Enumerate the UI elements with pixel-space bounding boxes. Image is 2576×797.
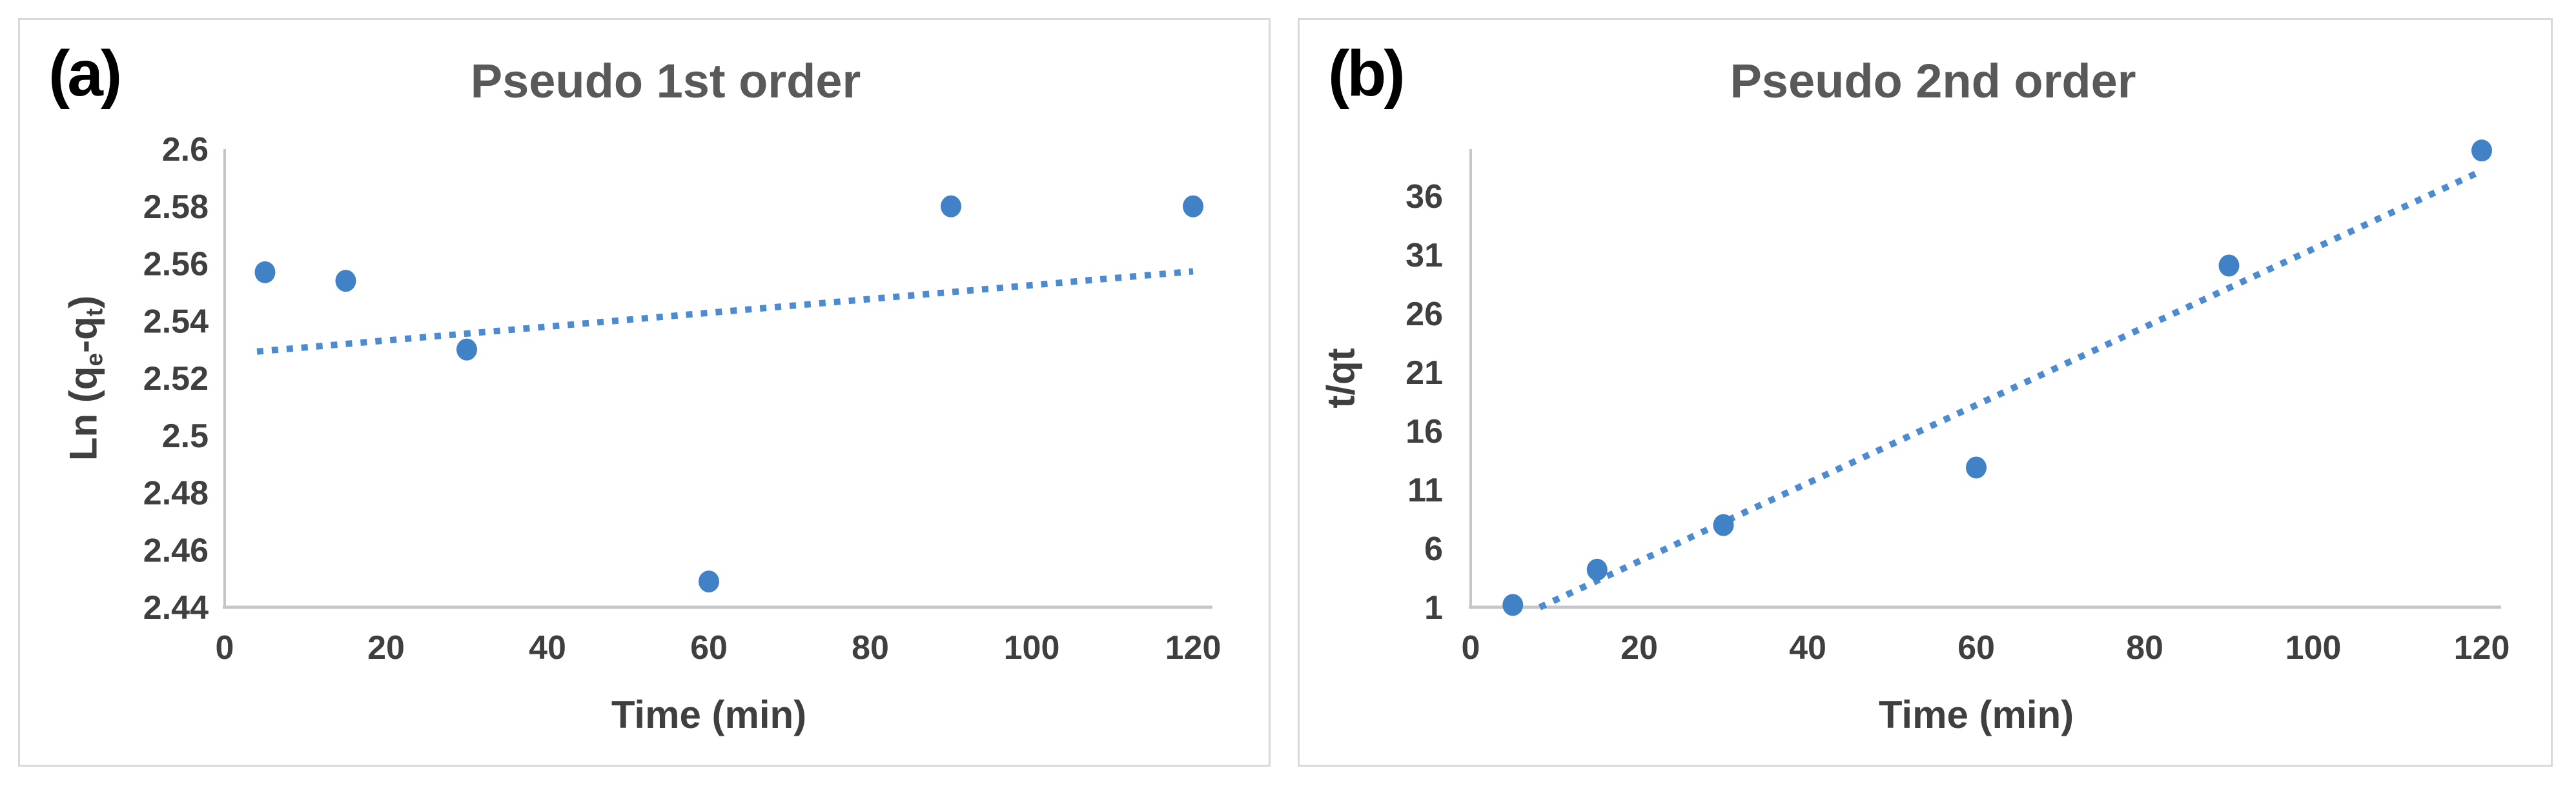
x-tick-label: 20 [367, 629, 405, 667]
data-point [941, 195, 961, 217]
data-point [2218, 254, 2240, 277]
chart-b-y-axis-title: t/qt [1319, 348, 1363, 409]
data-point [1183, 195, 1203, 217]
x-tick-label: 0 [216, 629, 234, 667]
y-tick-label: 2.44 [143, 589, 209, 627]
y-tick-label: 11 [1407, 472, 1443, 509]
x-tick-label: 60 [690, 629, 728, 667]
data-point [254, 261, 276, 283]
y-tick-label: 2.48 [143, 475, 209, 512]
chart-a-title: Pseudo 1st order [470, 54, 861, 108]
data-point [699, 570, 719, 593]
y-tick-label: 36 [1406, 178, 1443, 216]
data-point [456, 338, 477, 361]
x-tick-label: 120 [2454, 629, 2510, 667]
y-tick-label: 21 [1406, 354, 1443, 392]
trend-line [256, 268, 1194, 355]
panel-a-label: (a) [48, 37, 122, 110]
chart-panel-b: 36 31 26 21 16 11 6 1 0 20 40 60 80 100 120 (b) Pseudo… [1298, 18, 2553, 767]
x-tick-label: 100 [2285, 629, 2342, 667]
data-point [335, 270, 356, 292]
chart-panel-a: 2.6 2.58 2.56 2.54 2.52 2.5 2.48 2.46 2.44 0 20 40 6… [18, 18, 1271, 767]
y-tick-label: 2.56 [143, 246, 209, 283]
trend-line [1538, 170, 2479, 610]
x-tick-label: 100 [1004, 629, 1060, 667]
y-tick-label: 31 [1406, 237, 1443, 274]
chart-b-title: Pseudo 2nd order [1730, 54, 2136, 108]
chart-b-x-axis-title: Time (min) [1878, 693, 2074, 736]
chart-b-plot: 36 31 26 21 16 11 6 10 20 40 60 80 100 120 [1406, 139, 2510, 667]
chart-a-y-axis-title: Ln (qe-qt) [61, 295, 108, 461]
y-tick-label: 2.46 [143, 532, 209, 569]
chart-a-plot: 2.6 2.58 2.56 2.54 2.52 2.5 2.48 2.46 2.440 20 40 6… [143, 131, 1222, 667]
x-tick-label: 40 [529, 629, 566, 667]
x-tick-label: 20 [1620, 629, 1658, 667]
x-tick-label: 60 [1958, 629, 1995, 667]
data-point [1966, 456, 1987, 479]
x-tick-label: 40 [1789, 629, 1826, 667]
y-tick-label: 2.52 [143, 360, 209, 398]
data-point [1713, 514, 1734, 536]
y-tick-label: 2.58 [143, 188, 209, 226]
y-tick-label: 16 [1406, 413, 1443, 450]
y-tick-label: 1 [1424, 589, 1443, 627]
data-point [2471, 139, 2492, 162]
y-tick-label: 2.54 [143, 303, 209, 340]
x-tick-label: 80 [2126, 629, 2163, 667]
x-tick-label: 0 [1462, 629, 1480, 667]
x-tick-label: 120 [1165, 629, 1222, 667]
x-tick-label: 80 [852, 629, 889, 667]
data-point [1502, 594, 1524, 616]
y-tick-label: 2.6 [162, 131, 209, 168]
chart-a-x-axis-title: Time (min) [611, 693, 807, 736]
y-tick-label: 2.5 [162, 418, 209, 455]
y-tick-label: 26 [1406, 296, 1443, 333]
data-point [1586, 558, 1608, 581]
panel-b-label: (b) [1328, 37, 1406, 110]
y-tick-label: 6 [1424, 530, 1443, 568]
